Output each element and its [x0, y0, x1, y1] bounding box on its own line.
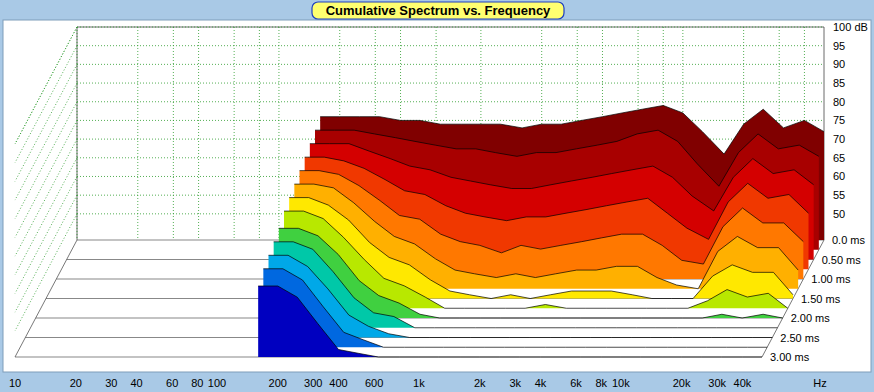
z-tick-label: 1.50 ms — [801, 293, 841, 305]
z-tick-label: 0.50 ms — [822, 254, 862, 266]
z-tick-label: 0.0 ms — [832, 234, 866, 246]
x-tick-label: 40k — [734, 377, 752, 389]
slice-line — [269, 255, 773, 337]
x-tick-label: 80 — [191, 377, 203, 389]
y-grid-line-side — [15, 139, 77, 256]
x-grid-line — [234, 27, 235, 240]
y-tick-label: 75 — [833, 114, 845, 126]
y-grid-line — [77, 27, 824, 28]
y-tick-label: 95 — [833, 40, 845, 52]
y-grid-line-side — [15, 176, 77, 293]
y-grid-line-side — [15, 64, 77, 181]
x-tick-label: 40 — [130, 377, 142, 389]
z-tick-label: 1.00 ms — [811, 273, 851, 285]
y-tick-label: 50 — [833, 208, 845, 220]
x-tick-label: 20k — [673, 377, 691, 389]
y-tick-label: 65 — [833, 152, 845, 164]
x-tick-label: 10k — [612, 377, 630, 389]
y-grid-line — [77, 101, 824, 102]
y-tick-label: 55 — [833, 189, 845, 201]
y-grid-line-side — [15, 46, 77, 163]
y-grid-line — [77, 120, 824, 121]
slice-line — [263, 269, 767, 347]
title-box — [312, 2, 564, 19]
x-tick-label: 200 — [269, 377, 287, 389]
slices — [258, 105, 824, 357]
z-tick-label: 2.00 ms — [791, 312, 831, 324]
y-tick-label: 100 dB — [833, 21, 868, 33]
x-tick-label: 60 — [166, 377, 178, 389]
wall-edge — [77, 27, 824, 28]
x-grid-line — [259, 27, 260, 240]
x-tick-label: 30 — [105, 377, 117, 389]
x-tick-label: 3k — [509, 377, 521, 389]
wall-edge — [15, 27, 77, 144]
x-tick-label: 400 — [329, 377, 347, 389]
y-grid-line-side — [15, 27, 77, 144]
y-tick-label: 90 — [833, 58, 845, 70]
x-tick-label: 8k — [595, 377, 607, 389]
y-grid-line-side — [15, 83, 77, 200]
chart-root: 100 dB 95 90 85 80 75 70 65 60 55 50 0.0 ms 0.50 ms 1… — [0, 0, 874, 392]
x-tick-label: 600 — [365, 377, 383, 389]
x-tick-label: 300 — [304, 377, 322, 389]
slice-line — [274, 242, 778, 328]
y-tick-label: 80 — [833, 96, 845, 108]
x-axis-label: Hz — [813, 377, 826, 389]
x-grid-line — [137, 27, 138, 240]
x-tick-label: 2k — [474, 377, 486, 389]
y-grid-line — [77, 64, 824, 65]
labels: 100 dB 95 90 85 80 75 70 65 60 55 50 0.0 ms 0.50 ms 1… — [9, 21, 868, 389]
y-tick-label: 70 — [833, 133, 845, 145]
x-grid-line — [278, 27, 279, 240]
x-grid-line — [77, 27, 78, 240]
slice-fill — [258, 286, 762, 357]
z-tick-label: 2.50 ms — [780, 332, 820, 344]
grid — [15, 27, 824, 357]
x-tick-label: 4k — [535, 377, 547, 389]
slice-fill — [269, 255, 773, 337]
x-grid-line — [198, 27, 199, 240]
y-grid-line — [77, 83, 824, 84]
y-grid-line-side — [15, 120, 77, 237]
y-grid-line — [77, 45, 824, 46]
slice-fill — [263, 269, 767, 347]
y-grid-line-side — [15, 214, 77, 331]
x-tick-label: 10 — [9, 377, 21, 389]
y-tick-label: 85 — [833, 77, 845, 89]
x-tick-label: 30k — [708, 377, 726, 389]
y-grid-line-side — [15, 195, 77, 312]
x-tick-label: 20 — [70, 377, 82, 389]
outer-background — [0, 0, 874, 392]
floor-edge — [15, 240, 77, 357]
plot-background — [3, 20, 871, 372]
x-tick-label: 6k — [570, 377, 582, 389]
z-tick-label: 3.00 ms — [770, 351, 810, 363]
title: Cumulative Spectrum vs. Frequency — [326, 3, 551, 18]
x-tick-label: 100 — [208, 377, 226, 389]
y-grid-line-side — [15, 102, 77, 219]
slice-line — [258, 286, 762, 357]
y-tick-label: 60 — [833, 170, 845, 182]
x-tick-label: 1k — [413, 377, 425, 389]
x-grid-line — [173, 27, 174, 240]
chart-svg: 100 dB 95 90 85 80 75 70 65 60 55 50 0.0 ms 0.50 ms 1… — [0, 0, 874, 392]
wall-edge — [77, 27, 78, 240]
slice-fill — [274, 242, 778, 328]
